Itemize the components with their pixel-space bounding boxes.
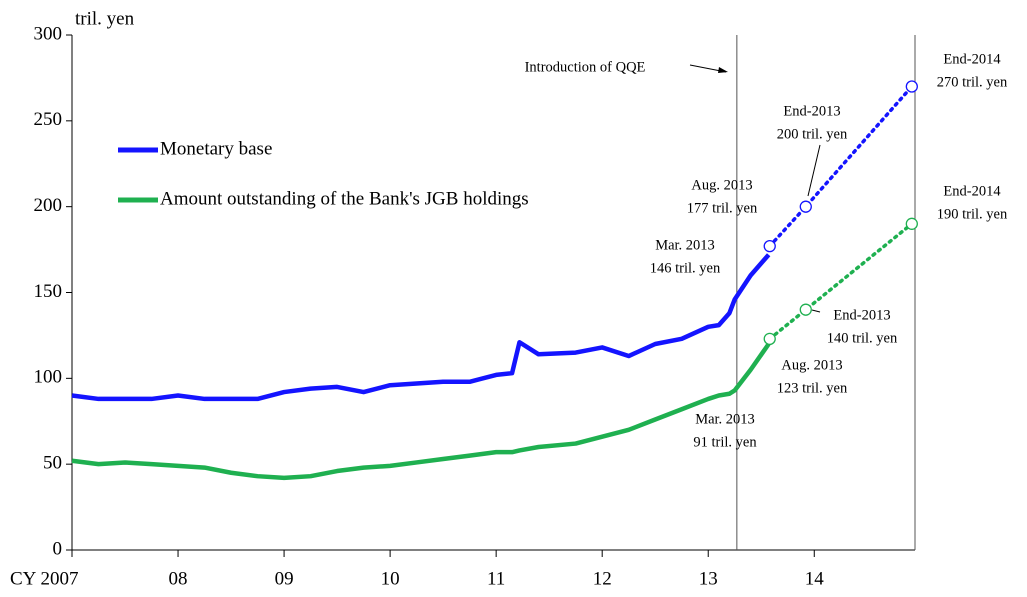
y-axis-label: tril. yen xyxy=(75,8,135,29)
annotation: End-2013 xyxy=(783,103,840,119)
x-tick-label: 08 xyxy=(169,568,188,589)
annotation: Mar. 2013 xyxy=(695,411,755,427)
projection-point xyxy=(799,303,812,316)
y-tick-label: 50 xyxy=(43,453,62,474)
y-tick-label: 0 xyxy=(53,538,63,559)
y-tick-label: 200 xyxy=(34,195,63,216)
annotation: Aug. 2013 xyxy=(691,177,752,193)
annotation: 270 tril. yen xyxy=(937,74,1008,90)
x-tick-label: CY 2007 xyxy=(10,568,78,589)
series-line xyxy=(71,342,771,481)
annotation: 146 tril. yen xyxy=(650,260,721,276)
annotation: End-2014 xyxy=(943,183,1001,199)
projection-point xyxy=(763,332,776,346)
projection-point xyxy=(763,239,776,253)
x-tick-label: 11 xyxy=(487,568,505,589)
legend-label: Amount outstanding of the Bank's JGB hol… xyxy=(160,188,529,209)
x-tick-label: 12 xyxy=(593,568,612,589)
annotation: 200 tril. yen xyxy=(777,126,848,142)
annotation: 140 tril. yen xyxy=(827,330,898,346)
annotation: Aug. 2013 xyxy=(781,357,842,373)
annotation: 190 tril. yen xyxy=(937,206,1008,222)
arrow-head xyxy=(718,67,728,73)
x-tick-label: 13 xyxy=(699,568,718,589)
x-tick-label: 09 xyxy=(275,568,294,589)
legend-label: Monetary base xyxy=(160,138,272,159)
projection-point xyxy=(905,217,918,230)
annotation: 177 tril. yen xyxy=(687,200,758,216)
y-tick-label: 300 xyxy=(34,23,63,44)
projection-point xyxy=(905,80,918,93)
annotation: Introduction of QQE xyxy=(525,59,646,75)
series-line xyxy=(71,253,771,402)
annotation: 123 tril. yen xyxy=(777,380,848,396)
leader-line xyxy=(811,309,821,313)
annotation: End-2014 xyxy=(943,51,1001,67)
y-tick-label: 100 xyxy=(34,367,63,388)
annotation: Mar. 2013 xyxy=(655,237,715,253)
x-tick-label: 10 xyxy=(381,568,400,589)
annotation: 91 tril. yen xyxy=(693,434,757,450)
y-tick-label: 150 xyxy=(34,281,63,302)
x-tick-label: 14 xyxy=(805,568,825,589)
projection-point xyxy=(799,200,812,213)
annotation: End-2013 xyxy=(833,307,890,323)
leader-line xyxy=(807,144,821,197)
y-tick-label: 250 xyxy=(34,109,63,130)
projection-line xyxy=(767,84,914,248)
projection-line xyxy=(767,222,914,341)
